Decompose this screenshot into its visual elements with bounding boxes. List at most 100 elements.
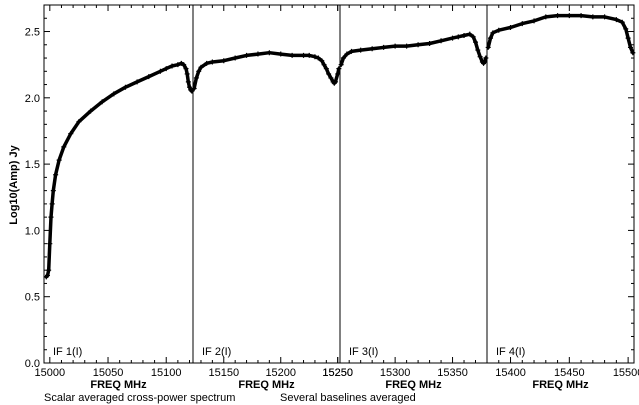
data-point (348, 48, 354, 54)
data-point (555, 13, 561, 19)
data-point (590, 14, 596, 20)
data-point (47, 241, 53, 247)
x-tick-label: 15250 (322, 367, 353, 379)
data-point (163, 66, 169, 72)
data-point (496, 27, 502, 33)
data-point (625, 35, 631, 41)
y-tick-label: 0.0 (25, 358, 40, 370)
series-line-panel-4 (486, 13, 635, 55)
data-point (455, 34, 461, 40)
data-point (332, 79, 338, 85)
data-point (321, 62, 327, 68)
data-point (266, 50, 272, 56)
data-point (438, 38, 444, 44)
y-tick-label: 1.0 (25, 225, 40, 237)
data-point (134, 79, 140, 85)
data-point (48, 214, 54, 220)
x-tick-label: 15000 (35, 367, 66, 379)
data-point (184, 71, 190, 77)
data-point (323, 66, 329, 72)
data-point (169, 63, 175, 69)
data-point (369, 46, 375, 52)
data-point (175, 62, 181, 68)
panel-label: IF 1(I) (53, 346, 82, 358)
series-line-panel-3 (339, 32, 488, 67)
data-point (427, 40, 433, 46)
data-point (209, 59, 215, 65)
panel-label: IF 3(I) (349, 346, 378, 358)
data-point (244, 52, 250, 58)
data-point (44, 272, 50, 278)
data-point (157, 68, 163, 74)
data-point (61, 144, 67, 150)
data-point (76, 119, 82, 125)
x-tick-label: 15200 (265, 367, 296, 379)
data-point (183, 66, 189, 72)
x-tick-label: 15250 (322, 367, 353, 379)
data-point (336, 66, 342, 72)
data-point (255, 51, 261, 57)
data-point (68, 131, 74, 137)
x-tick-label: 15050 (93, 367, 124, 379)
data-point (461, 32, 467, 38)
data-point (381, 44, 387, 50)
panel-2: 15150 15200 15250 FREQ MHz IF 2(I) (191, 5, 353, 391)
data-point (146, 74, 152, 80)
panel-4: 15400 15450 15500 FREQ MHz IF 4(I) (485, 5, 639, 391)
x-axis-title: FREQ MHz (90, 379, 147, 391)
data-point (470, 34, 476, 40)
data-point (196, 68, 202, 74)
data-point (328, 75, 334, 81)
data-point (467, 31, 473, 37)
data-point (473, 39, 479, 45)
x-tick-label: 15400 (495, 367, 526, 379)
y-tick-label: 0.5 (25, 292, 40, 304)
data-point (99, 99, 105, 105)
data-point (490, 30, 496, 36)
x-tick-label: 15300 (380, 367, 411, 379)
data-point (566, 13, 572, 19)
x-tick-label: 15350 (437, 367, 468, 379)
data-point (289, 52, 295, 58)
y-axis-title: Log10(Amp) Jy (8, 144, 20, 224)
x-axis-title: FREQ MHz (238, 379, 295, 391)
panel-label: IF 2(I) (202, 346, 231, 358)
data-point (49, 201, 55, 207)
data-point (630, 50, 636, 56)
plot-frame (43, 4, 635, 364)
data-point (404, 43, 410, 49)
data-point (122, 84, 128, 90)
data-point (191, 86, 197, 92)
data-point (344, 51, 350, 57)
x-tick-label: 15450 (554, 367, 585, 379)
data-point (627, 44, 633, 50)
data-point (358, 47, 364, 53)
data-point (185, 79, 191, 85)
data-point (602, 14, 608, 20)
data-point (392, 43, 398, 49)
data-point (232, 55, 238, 61)
data-point (619, 19, 625, 25)
data-point (319, 58, 325, 64)
data-point (483, 55, 489, 61)
data-point (531, 18, 537, 24)
data-point (335, 71, 341, 77)
data-point (56, 157, 62, 163)
data-point (485, 44, 491, 50)
x-tick-label: 15100 (151, 367, 182, 379)
data-point (88, 108, 94, 114)
data-point (187, 84, 193, 90)
data-point (543, 14, 549, 20)
x-tick-label: 15500 (613, 367, 639, 379)
data-point (450, 35, 456, 41)
data-point (301, 52, 307, 58)
data-point (193, 75, 199, 81)
data-point (312, 54, 318, 60)
data-point (315, 55, 321, 61)
data-point (53, 172, 59, 178)
caption-baselines-averaged: Several baselines averaged (280, 392, 416, 404)
data-point (204, 60, 210, 66)
x-axis-title: FREQ MHz (385, 379, 442, 391)
